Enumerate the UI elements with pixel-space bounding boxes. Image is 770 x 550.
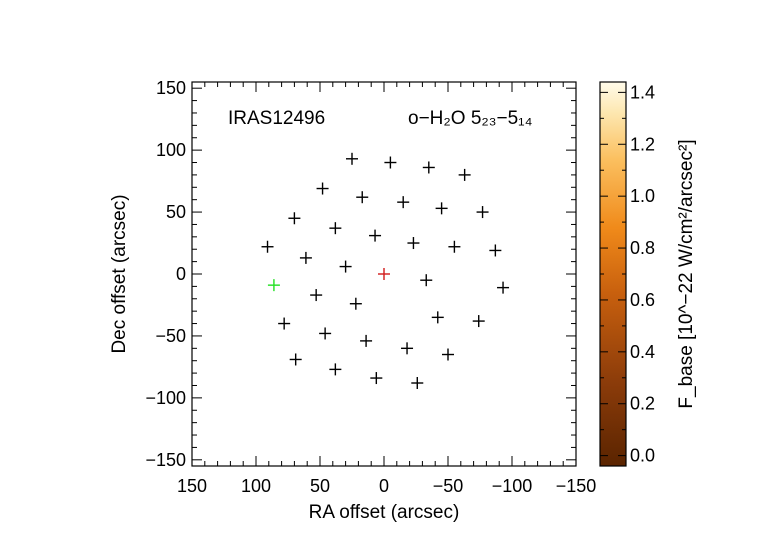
spaxel-marker	[329, 363, 342, 376]
x-tick-label: 100	[241, 476, 271, 496]
spaxel-marker	[420, 274, 433, 287]
y-tick-label: 0	[176, 264, 186, 284]
x-tick-label: −150	[556, 476, 597, 496]
colorbar-tick-label: 0.2	[630, 394, 655, 414]
spaxel-marker	[339, 260, 352, 273]
y-axis-ticks: 150 100 50 0 −50 −100 −150	[145, 78, 576, 470]
colorbar-tick-label: 1.0	[630, 186, 655, 206]
spaxel-marker	[316, 182, 329, 195]
y-tick-label: −50	[155, 326, 186, 346]
spaxel-marker	[261, 240, 274, 253]
spaxel-marker	[431, 311, 444, 324]
spaxel-marker	[310, 289, 323, 302]
spaxel-marker	[289, 353, 302, 366]
colorbar-tick-label: 1.2	[630, 134, 655, 154]
colorbar-tick-label: 1.4	[630, 82, 655, 102]
colorbar-tick-label: 0.8	[630, 238, 655, 258]
y-tick-label: 50	[166, 202, 186, 222]
colorbar-label: F_base [10^−22 W/cm²/arcsec²]	[676, 139, 697, 408]
colorbar-ticks: 0.0 0.2 0.4 0.6 0.8 1.0 1.2 1.4	[600, 82, 655, 466]
spaxel-marker	[407, 237, 420, 250]
spaxel-marker	[370, 372, 383, 385]
spaxel-marker	[288, 212, 301, 225]
center-spaxel-marker	[378, 268, 390, 280]
spaxel-marker	[422, 161, 435, 174]
spaxel-marker	[401, 342, 414, 355]
spaxel-marker	[329, 222, 342, 235]
spaxel-marker	[349, 297, 362, 310]
colorbar	[599, 81, 627, 467]
x-tick-label: 150	[177, 476, 207, 496]
spaxel-markers	[261, 152, 510, 390]
spaxel-marker	[299, 251, 312, 264]
y-axis-label: Dec offset (arcsec)	[109, 194, 130, 353]
x-axis-label: RA offset (arcsec)	[309, 502, 460, 523]
spaxel-marker	[369, 229, 382, 242]
y-tick-label: 150	[156, 78, 186, 98]
spaxel-marker	[497, 281, 510, 294]
spaxel-marker	[472, 315, 485, 328]
spaxel-marker	[360, 334, 373, 347]
colorbar-tick-label: 0.4	[630, 342, 655, 362]
y-tick-label: 100	[156, 140, 186, 160]
spaxel-marker	[435, 202, 448, 215]
x-tick-label: 50	[310, 476, 330, 496]
spaxel-marker	[319, 327, 332, 340]
colorbar-tick-label: 0.0	[630, 446, 655, 466]
colorbar-tick-label: 0.6	[630, 290, 655, 310]
x-tick-label: 0	[379, 476, 389, 496]
spaxel-marker	[356, 191, 369, 204]
spaxel-marker	[476, 206, 489, 219]
spaxel-marker	[411, 377, 424, 390]
x-tick-label: −100	[492, 476, 533, 496]
highlight-spaxel-marker	[267, 279, 280, 292]
source-name: IRAS12496	[228, 108, 325, 129]
y-tick-label: −150	[145, 450, 186, 470]
x-axis-ticks: 150 100 50 0 −50 −100 −150	[177, 82, 596, 496]
spaxel-marker	[384, 156, 397, 169]
spaxel-marker	[346, 152, 358, 165]
spaxel-marker	[397, 196, 410, 209]
spaxel-marker	[448, 240, 461, 253]
spaxel-marker	[442, 348, 454, 361]
spaxel-marker	[278, 317, 291, 330]
spaxel-marker	[458, 168, 471, 181]
x-tick-label: −50	[433, 476, 464, 496]
y-tick-label: −100	[145, 388, 186, 408]
spaxel-marker	[489, 244, 502, 257]
line-label: o−H₂O 5₂₃−5₁₄	[408, 108, 533, 129]
